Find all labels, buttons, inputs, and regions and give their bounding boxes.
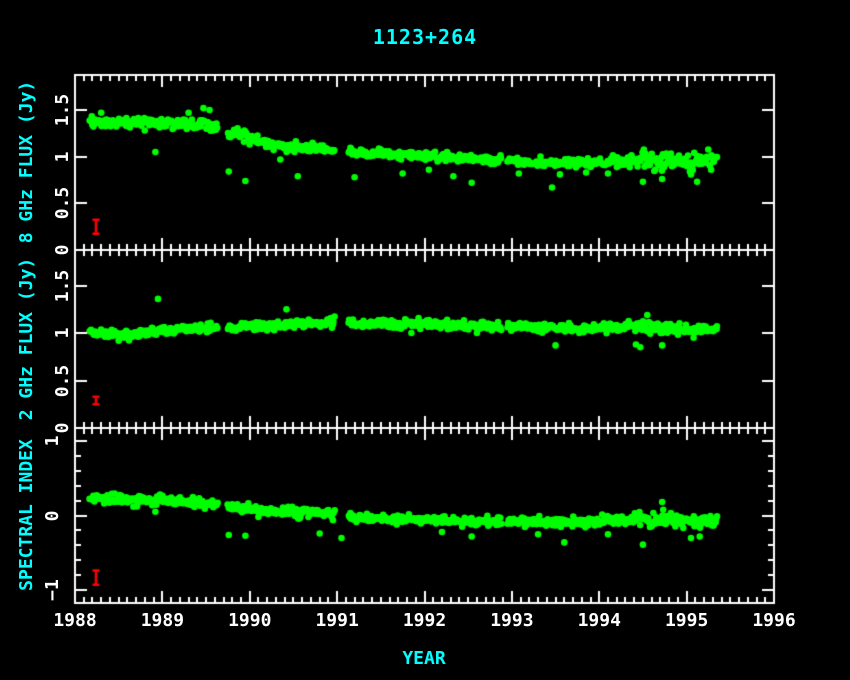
x-tick-label-1996: 1996 [752, 610, 796, 631]
x-tick-label-1989: 1989 [140, 610, 185, 631]
x-tick-label-1994: 1994 [577, 610, 621, 631]
x-tick-label-1995: 1995 [664, 610, 709, 631]
y-axis-title-spectral-index: SPECTRAL INDEX [16, 439, 37, 591]
chart-title: 1123+264 [372, 25, 478, 49]
y-tick-label-panel0-0: 0 [52, 244, 73, 256]
x-tick-label-1991: 1991 [315, 610, 359, 631]
y-tick-label-panel2-0: 0 [42, 510, 63, 521]
y-axis-title-8ghz-flux: 8 GHz FLUX (Jy) [16, 80, 37, 244]
y-axis-title-2ghz-flux: 2 GHz FLUX (Jy) [16, 257, 37, 421]
x-tick-label-1988: 1988 [53, 610, 97, 631]
x-tick-label-1990: 1990 [228, 610, 272, 631]
y-tick-label-panel0-1.5: 1.5 [52, 93, 73, 127]
y-tick-label-panel0-1: 1 [52, 151, 73, 163]
y-tick-label-panel2-1: 1 [42, 435, 63, 447]
x-tick-label-1992: 1992 [402, 610, 447, 631]
y-tick-label-panel2-−1: −1 [42, 579, 63, 602]
y-tick-label-panel0-0.5: 0.5 [52, 187, 73, 220]
y-tick-label-panel1-1.5: 1.5 [52, 269, 73, 302]
y-tick-label-panel1-1: 1 [52, 327, 73, 339]
x-tick-label-1993: 1993 [490, 610, 534, 631]
y-tick-label-panel1-0: 0 [52, 422, 73, 434]
y-tick-label-panel1-0.5: 0.5 [52, 364, 73, 397]
x-axis-title: YEAR [402, 648, 446, 669]
